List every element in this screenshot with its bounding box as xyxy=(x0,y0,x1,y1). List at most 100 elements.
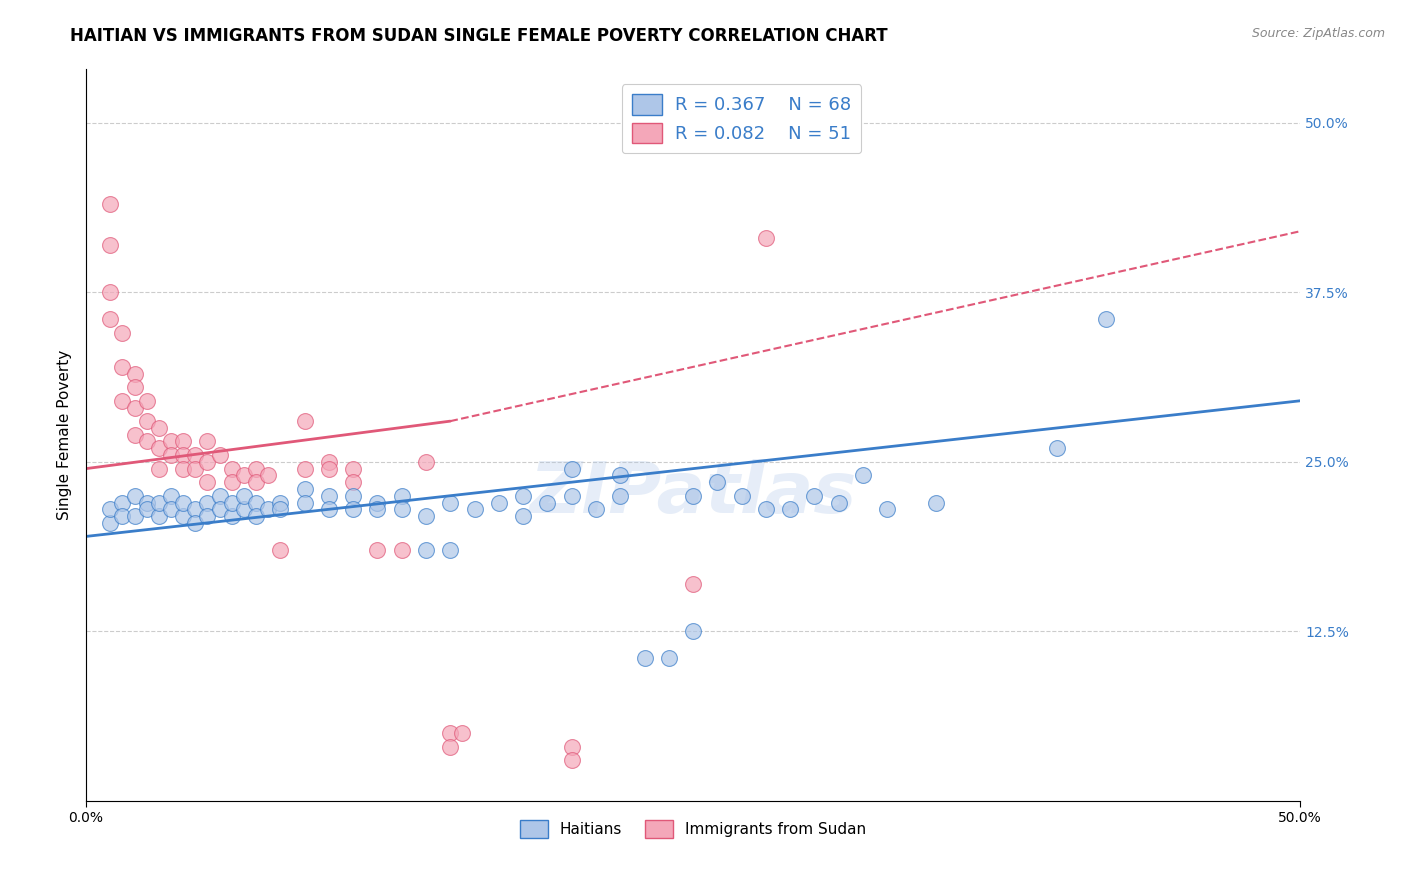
Point xyxy=(111,359,134,374)
Point xyxy=(633,651,655,665)
Point xyxy=(391,502,413,516)
Point xyxy=(208,448,231,462)
Point xyxy=(148,421,170,435)
Point xyxy=(221,495,243,509)
Point xyxy=(269,543,291,558)
Point xyxy=(439,739,461,754)
Point xyxy=(98,312,121,326)
Point xyxy=(197,509,219,524)
Point xyxy=(208,502,231,516)
Point xyxy=(172,495,194,509)
Point xyxy=(148,461,170,475)
Point xyxy=(269,495,291,509)
Point xyxy=(682,489,704,503)
Point xyxy=(111,495,134,509)
Point xyxy=(184,502,207,516)
Point xyxy=(98,502,121,516)
Point xyxy=(197,434,219,449)
Point xyxy=(135,414,157,428)
Point xyxy=(658,651,681,665)
Point xyxy=(232,468,254,483)
Point xyxy=(294,495,316,509)
Point xyxy=(609,468,631,483)
Point xyxy=(342,461,364,475)
Point xyxy=(779,502,801,516)
Point xyxy=(232,502,254,516)
Point xyxy=(318,489,340,503)
Point xyxy=(172,509,194,524)
Point xyxy=(111,326,134,340)
Point xyxy=(828,495,851,509)
Point xyxy=(755,231,778,245)
Point xyxy=(561,739,583,754)
Point xyxy=(451,726,474,740)
Point xyxy=(415,509,437,524)
Y-axis label: Single Female Poverty: Single Female Poverty xyxy=(58,350,72,520)
Point xyxy=(439,495,461,509)
Point xyxy=(160,489,183,503)
Point xyxy=(245,461,267,475)
Point xyxy=(269,502,291,516)
Point xyxy=(318,461,340,475)
Point xyxy=(98,516,121,530)
Point xyxy=(124,380,146,394)
Point xyxy=(682,624,704,639)
Point xyxy=(135,502,157,516)
Point xyxy=(172,448,194,462)
Point xyxy=(135,495,157,509)
Point xyxy=(415,543,437,558)
Point xyxy=(148,509,170,524)
Point xyxy=(160,448,183,462)
Point xyxy=(111,393,134,408)
Point xyxy=(221,509,243,524)
Point xyxy=(197,455,219,469)
Point xyxy=(294,461,316,475)
Point xyxy=(160,434,183,449)
Point xyxy=(366,543,388,558)
Point xyxy=(391,489,413,503)
Point xyxy=(98,197,121,211)
Point xyxy=(184,448,207,462)
Point xyxy=(415,455,437,469)
Point xyxy=(1046,442,1069,456)
Point xyxy=(135,393,157,408)
Point xyxy=(755,502,778,516)
Legend: Haitians, Immigrants from Sudan: Haitians, Immigrants from Sudan xyxy=(515,814,872,845)
Point xyxy=(512,489,534,503)
Point xyxy=(318,455,340,469)
Point xyxy=(561,489,583,503)
Point xyxy=(245,495,267,509)
Point xyxy=(197,495,219,509)
Point xyxy=(585,502,607,516)
Point xyxy=(730,489,752,503)
Point xyxy=(98,285,121,300)
Point xyxy=(1095,312,1118,326)
Point xyxy=(257,502,280,516)
Point xyxy=(561,753,583,767)
Point xyxy=(439,726,461,740)
Point xyxy=(318,502,340,516)
Point xyxy=(366,495,388,509)
Point xyxy=(294,482,316,496)
Point xyxy=(184,516,207,530)
Point xyxy=(124,367,146,381)
Text: HAITIAN VS IMMIGRANTS FROM SUDAN SINGLE FEMALE POVERTY CORRELATION CHART: HAITIAN VS IMMIGRANTS FROM SUDAN SINGLE … xyxy=(70,27,889,45)
Point xyxy=(184,461,207,475)
Text: ZIPatlas: ZIPatlas xyxy=(530,458,856,528)
Point xyxy=(512,509,534,524)
Point xyxy=(111,509,134,524)
Point xyxy=(257,468,280,483)
Point xyxy=(561,461,583,475)
Point xyxy=(342,502,364,516)
Point xyxy=(98,237,121,252)
Point xyxy=(172,461,194,475)
Point xyxy=(221,461,243,475)
Point xyxy=(148,442,170,456)
Point xyxy=(124,401,146,415)
Point xyxy=(391,543,413,558)
Point xyxy=(342,475,364,490)
Point xyxy=(536,495,558,509)
Point xyxy=(221,475,243,490)
Point xyxy=(124,509,146,524)
Point xyxy=(124,489,146,503)
